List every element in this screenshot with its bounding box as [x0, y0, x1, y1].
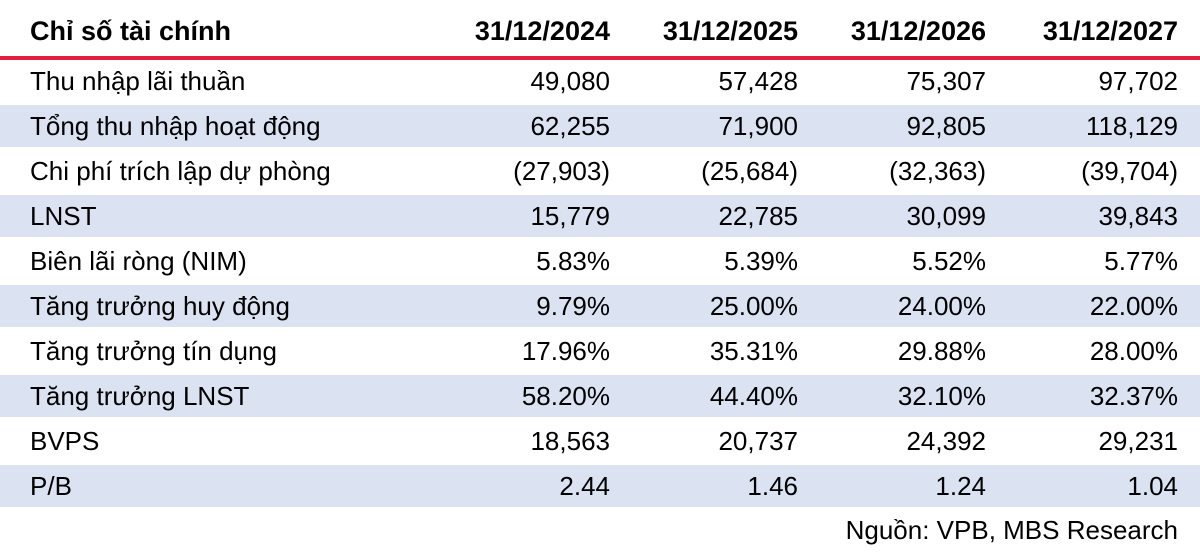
row-value: 24.00% [798, 282, 986, 329]
row-label: Tổng thu nhập hoạt động [0, 102, 426, 149]
table-row: Tổng thu nhập hoạt động 62,255 71,900 92,80… [0, 102, 1200, 149]
table-row: Thu nhập lãi thuần 49,080 57,428 75,307 97,7… [0, 56, 1200, 104]
row-value: 15,779 [426, 192, 610, 239]
row-value: 118,129 [986, 102, 1200, 149]
table-header-row: Chỉ số tài chính 31/12/2024 31/12/2025 3… [0, 6, 1200, 60]
row-value: 22,785 [610, 192, 798, 239]
column-header-2024: 31/12/2024 [426, 6, 610, 60]
row-value: 5.77% [986, 237, 1200, 284]
row-value: (32,363) [798, 147, 986, 194]
row-label: Tăng trưởng huy động [0, 282, 426, 329]
row-value: 2.44 [426, 462, 610, 507]
row-value: 22.00% [986, 282, 1200, 329]
source-note: Nguồn: VPB, MBS Research [845, 515, 1178, 545]
row-value: 1.46 [610, 462, 798, 507]
table-row: Tăng trưởng LNST 58.20% 44.40% 32.10% 32.37% [0, 372, 1200, 419]
row-value: 39,843 [986, 192, 1200, 239]
table-row: Tăng trưởng huy động 9.79% 25.00% 24.00% 22.… [0, 282, 1200, 329]
row-value: 1.04 [986, 462, 1200, 507]
table-row: Chi phí trích lập dự phòng (27,903) (25,68… [0, 147, 1200, 194]
row-value: 49,080 [426, 56, 610, 104]
row-value: 32.37% [986, 372, 1200, 419]
row-value: 32.10% [798, 372, 986, 419]
column-header-2025: 31/12/2025 [610, 6, 798, 60]
row-value: 62,255 [426, 102, 610, 149]
row-value: 57,428 [610, 56, 798, 104]
row-value: 28.00% [986, 327, 1200, 374]
row-label: Thu nhập lãi thuần [0, 56, 426, 104]
row-value: 30,099 [798, 192, 986, 239]
row-value: (25,684) [610, 147, 798, 194]
table-row: Tăng trưởng tín dụng 17.96% 35.31% 29.88% 28… [0, 327, 1200, 374]
row-label: Tăng trưởng LNST [0, 372, 426, 419]
row-value: (39,704) [986, 147, 1200, 194]
table-row: LNST 15,779 22,785 30,099 39,843 [0, 192, 1200, 239]
row-value: 9.79% [426, 282, 610, 329]
row-value: 5.39% [610, 237, 798, 284]
row-label: BVPS [0, 417, 426, 464]
row-value: (27,903) [426, 147, 610, 194]
row-value: 92,805 [798, 102, 986, 149]
row-value: 97,702 [986, 56, 1200, 104]
row-value: 44.40% [610, 372, 798, 419]
table-row: Biên lãi ròng (NIM) 5.83% 5.39% 5.52% 5.77% [0, 237, 1200, 284]
table-row: P/B 2.44 1.46 1.24 1.04 [0, 462, 1200, 507]
table-row: BVPS 18,563 20,737 24,392 29,231 [0, 417, 1200, 464]
row-value: 17.96% [426, 327, 610, 374]
financial-table: Chỉ số tài chính 31/12/2024 31/12/2025 3… [0, 6, 1200, 507]
row-value: 5.83% [426, 237, 610, 284]
row-value: 25.00% [610, 282, 798, 329]
table-body: Thu nhập lãi thuần 49,080 57,428 75,307 97,7… [0, 56, 1200, 507]
table-header: Chỉ số tài chính 31/12/2024 31/12/2025 3… [0, 6, 1200, 60]
row-value: 29,231 [986, 417, 1200, 464]
row-value: 24,392 [798, 417, 986, 464]
row-label: Biên lãi ròng (NIM) [0, 237, 426, 284]
row-value: 5.52% [798, 237, 986, 284]
row-value: 71,900 [610, 102, 798, 149]
row-label: P/B [0, 462, 426, 507]
row-value: 1.24 [798, 462, 986, 507]
column-header-2027: 31/12/2027 [986, 6, 1200, 60]
row-value: 58.20% [426, 372, 610, 419]
row-value: 29.88% [798, 327, 986, 374]
row-label: Tăng trưởng tín dụng [0, 327, 426, 374]
row-label: LNST [0, 192, 426, 239]
row-value: 20,737 [610, 417, 798, 464]
row-value: 35.31% [610, 327, 798, 374]
row-value: 18,563 [426, 417, 610, 464]
table-header-label: Chỉ số tài chính [0, 6, 426, 60]
column-header-2026: 31/12/2026 [798, 6, 986, 60]
row-label: Chi phí trích lập dự phòng [0, 147, 426, 194]
row-value: 75,307 [798, 56, 986, 104]
